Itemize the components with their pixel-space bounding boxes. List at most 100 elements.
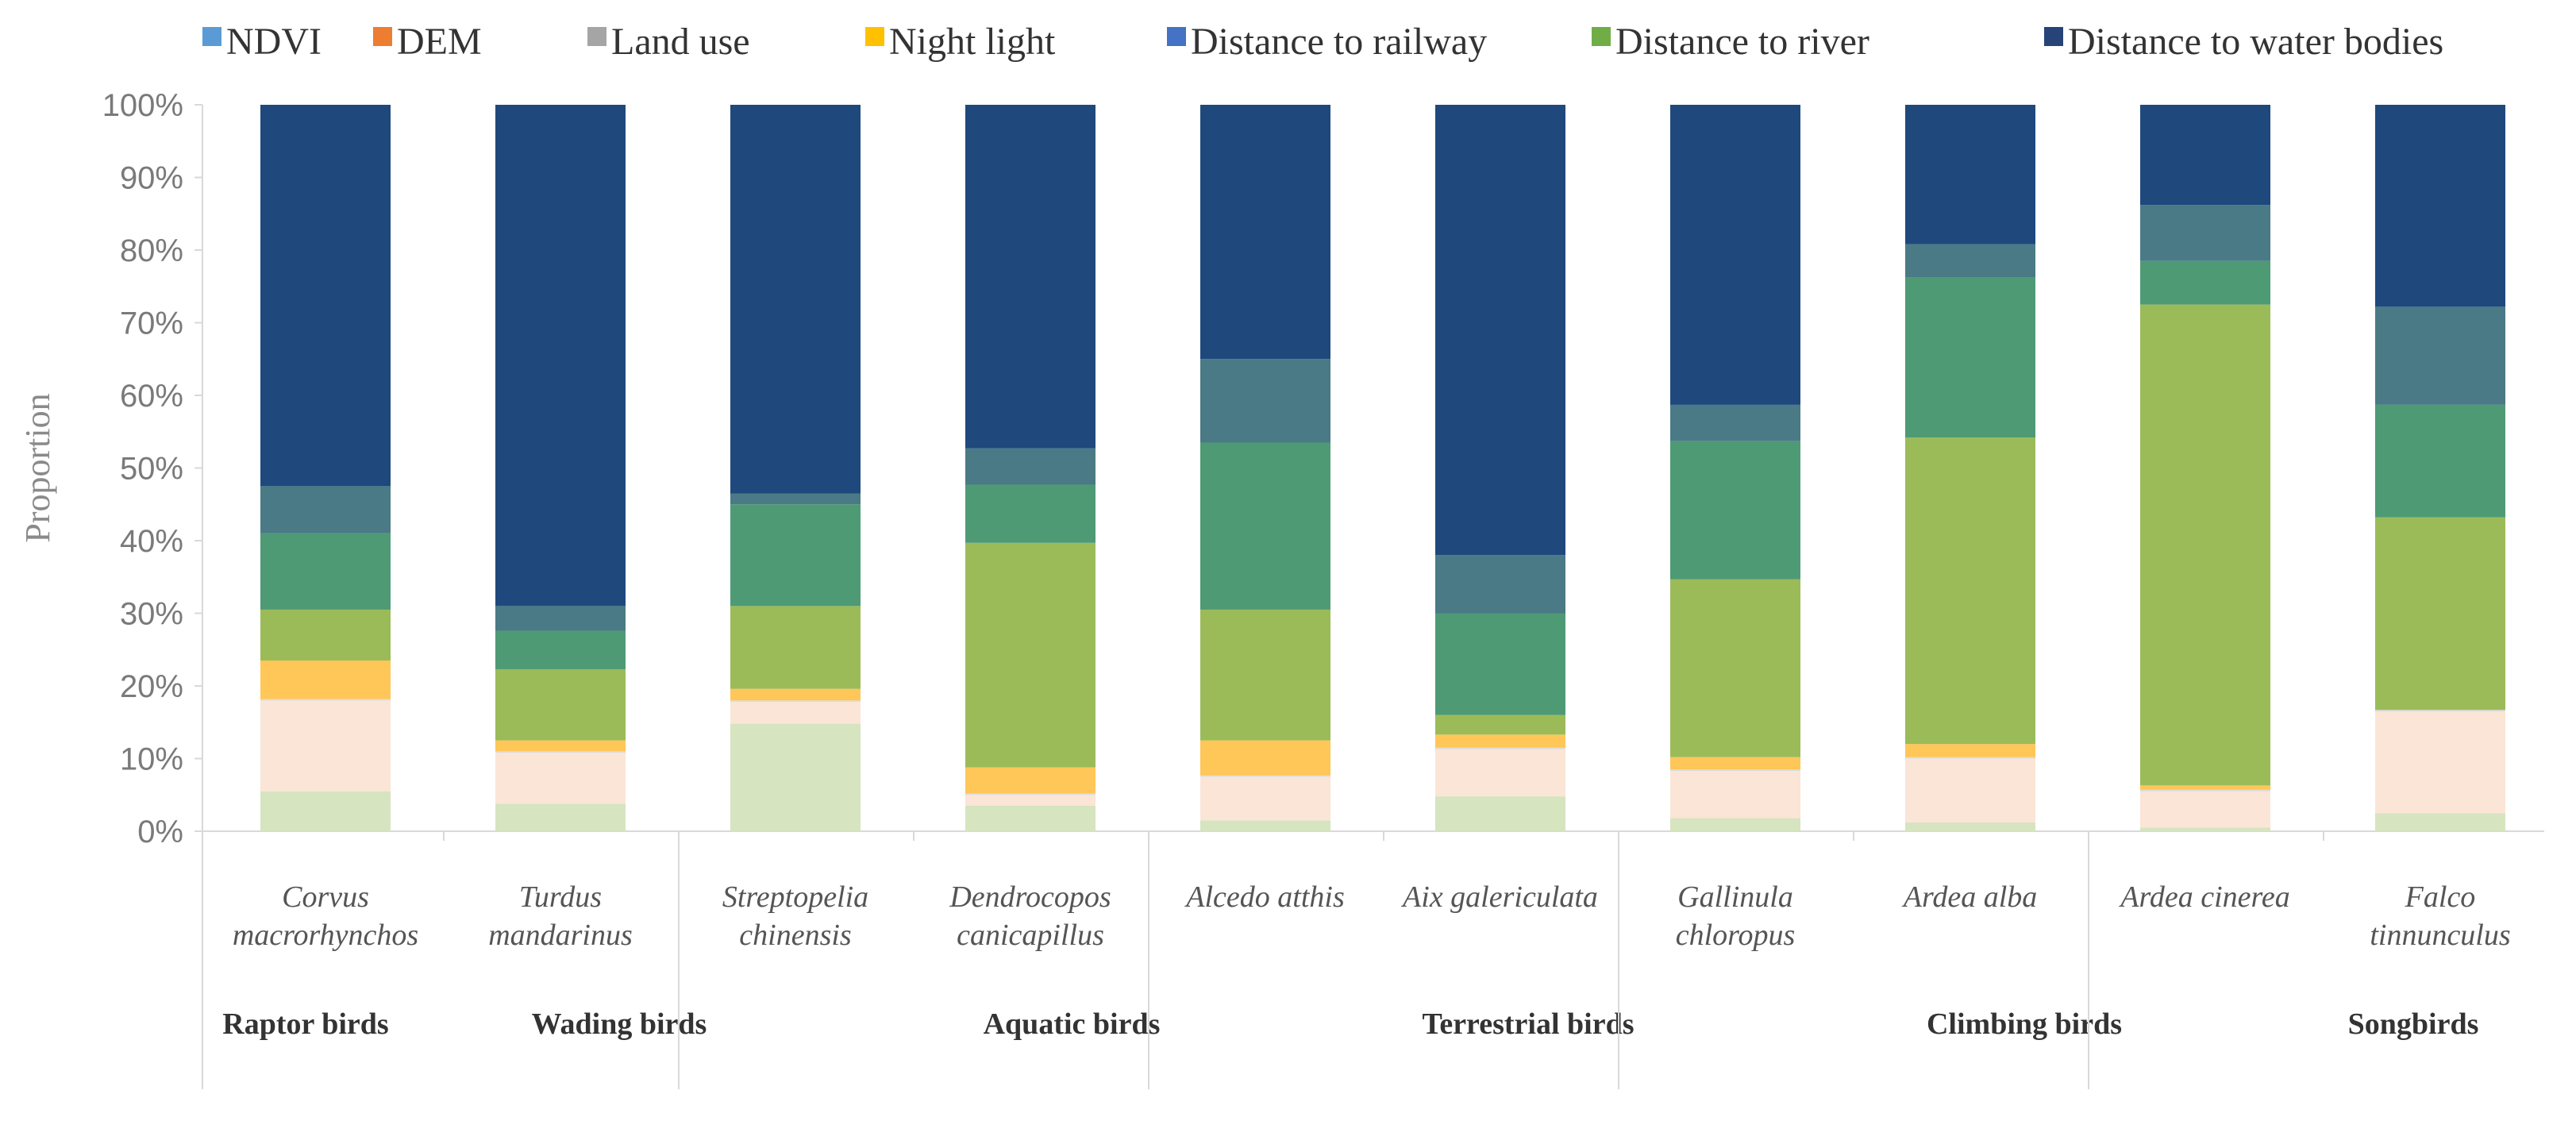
category-label-line1: Ardea cinerea bbox=[2118, 880, 2290, 914]
y-tick-label: 10% bbox=[120, 742, 183, 777]
bar-segment-distance-to-water-bodies bbox=[1670, 404, 1800, 441]
bar-segment-land-use bbox=[1200, 775, 1330, 777]
bar-stack bbox=[260, 105, 391, 831]
bar-segment-remainder bbox=[1670, 105, 1800, 405]
bar-segment-distance-to-water-bodies bbox=[260, 486, 391, 534]
legend-label: NDVI bbox=[226, 21, 322, 63]
bar-segment-night-light bbox=[2140, 785, 2270, 790]
y-tick-label: 30% bbox=[120, 597, 183, 632]
bar-segment-remainder bbox=[965, 105, 1095, 449]
bar-stack bbox=[1905, 105, 2035, 831]
bar-segment-night-light bbox=[730, 688, 861, 701]
category-labels: Corvus macrorhynchos Turdus mandarinus Strep… bbox=[202, 831, 2511, 1089]
y-tick-label: 100% bbox=[102, 88, 183, 123]
y-axis: 0% 10% 20% 30% 40% 50% 60% 70% 80% 90% 100% Proport… bbox=[18, 88, 2544, 849]
bar-segment-land-use bbox=[495, 751, 626, 753]
bar-segment-dem bbox=[965, 795, 1095, 806]
bar-segment-ndvi bbox=[730, 723, 861, 831]
bar-segment-land-use bbox=[730, 700, 861, 703]
bar-segment-remainder bbox=[2375, 105, 2505, 307]
bar-segment-land-use bbox=[965, 793, 1095, 795]
bar-stack bbox=[2375, 105, 2505, 831]
bar-segment-distance-to-water-bodies bbox=[965, 448, 1095, 485]
bar-segment-distance-to-water-bodies bbox=[2375, 306, 2505, 405]
bar-segment-night-light bbox=[1435, 734, 1565, 748]
legend-swatch-distance-to-water-bodies bbox=[2044, 27, 2063, 46]
bar-segment-ndvi bbox=[2140, 827, 2270, 831]
bar-segment-ndvi bbox=[1905, 822, 2035, 831]
bar-segment-distance-to-railway bbox=[965, 542, 1095, 768]
bar-stack bbox=[2140, 105, 2270, 831]
category-label-line1: Falco bbox=[2405, 880, 2476, 914]
bar-segment-dem bbox=[495, 753, 626, 804]
bar-segment-distance-to-river bbox=[1435, 613, 1565, 715]
bar-segment-distance-to-water-bodies bbox=[1200, 359, 1330, 443]
bar-segment-distance-to-railway bbox=[2140, 304, 2270, 786]
category-label-line1: Dendrocopos bbox=[949, 880, 1111, 914]
bar-segment-distance-to-water-bodies bbox=[495, 606, 626, 631]
bar-segment-distance-to-river bbox=[730, 504, 861, 607]
bar-stack bbox=[730, 105, 861, 831]
group-label: Raptor birds bbox=[222, 1007, 388, 1041]
bar-segment-distance-to-railway bbox=[1435, 715, 1565, 735]
category-label-line1: Ardea alba bbox=[1901, 880, 2038, 914]
bar-stack bbox=[1670, 105, 1800, 831]
y-tick-label: 40% bbox=[120, 524, 183, 559]
bar-segment-land-use bbox=[1670, 769, 1800, 772]
bar-segment-night-light bbox=[1670, 757, 1800, 770]
bar-segment-land-use bbox=[2375, 710, 2505, 712]
bar-segment-distance-to-railway bbox=[1200, 609, 1330, 741]
bar-segment-remainder bbox=[495, 105, 626, 607]
bar-segment-dem bbox=[1905, 758, 2035, 823]
group-label: Songbirds bbox=[2348, 1007, 2479, 1041]
bar-segment-distance-to-river bbox=[1905, 277, 2035, 438]
bar-segment-ndvi bbox=[1200, 820, 1330, 831]
bar-segment-ndvi bbox=[495, 803, 626, 831]
bar-stack bbox=[1200, 105, 1330, 831]
y-tick-label: 0% bbox=[137, 815, 183, 849]
bar-segment-distance-to-river bbox=[2140, 260, 2270, 305]
y-tick-label: 70% bbox=[120, 306, 183, 341]
bar-segment-land-use bbox=[260, 699, 391, 701]
bar-segment-distance-to-railway bbox=[260, 609, 391, 661]
legend-swatch-land-use bbox=[587, 27, 606, 46]
bar-segment-ndvi bbox=[1435, 796, 1565, 831]
bars bbox=[260, 105, 2505, 831]
bar-stack bbox=[495, 105, 626, 831]
category-label-line2: macrorhynchos bbox=[233, 919, 418, 952]
legend-swatch-distance-to-railway bbox=[1167, 27, 1186, 46]
bar-segment-land-use bbox=[1905, 757, 2035, 759]
legend-label: DEM bbox=[397, 21, 482, 63]
bar-segment-distance-to-river bbox=[495, 630, 626, 669]
bar-segment-dem bbox=[2140, 791, 2270, 828]
bar-segment-distance-to-river bbox=[2375, 404, 2505, 518]
bar-segment-ndvi bbox=[965, 805, 1095, 831]
legend-label: Land use bbox=[611, 21, 750, 63]
y-tick-label: 90% bbox=[120, 161, 183, 196]
bar-segment-distance-to-water-bodies bbox=[1435, 555, 1565, 614]
bar-segment-remainder bbox=[1905, 105, 2035, 245]
bar-segment-night-light bbox=[1905, 744, 2035, 757]
category-label-line1: Alcedo atthis bbox=[1184, 880, 1344, 914]
legend-label: Distance to water bodies bbox=[2068, 21, 2443, 63]
legend: NDVI DEM Land use Night light Distance to ra… bbox=[202, 21, 2443, 63]
bar-segment-distance-to-water-bodies bbox=[1905, 244, 2035, 278]
bar-segment-dem bbox=[730, 702, 861, 724]
bar-segment-night-light bbox=[1200, 740, 1330, 776]
category-label-line1: Gallinula bbox=[1677, 880, 1793, 914]
bar-segment-distance-to-railway bbox=[730, 606, 861, 689]
bar-segment-distance-to-water-bodies bbox=[2140, 205, 2270, 261]
bar-stack bbox=[1435, 105, 1565, 831]
bar-segment-dem bbox=[2375, 711, 2505, 814]
category-label-line1: Turdus bbox=[519, 880, 602, 914]
category-label-line2: chloropus bbox=[1676, 919, 1796, 952]
bar-segment-ndvi bbox=[1670, 818, 1800, 831]
group-label: Wading birds bbox=[532, 1007, 707, 1041]
bar-segment-dem bbox=[1435, 749, 1565, 797]
bar-segment-distance-to-river bbox=[1670, 441, 1800, 580]
legend-swatch-night-light bbox=[865, 27, 884, 46]
bar-segment-ndvi bbox=[2375, 813, 2505, 831]
bar-segment-night-light bbox=[495, 740, 626, 752]
